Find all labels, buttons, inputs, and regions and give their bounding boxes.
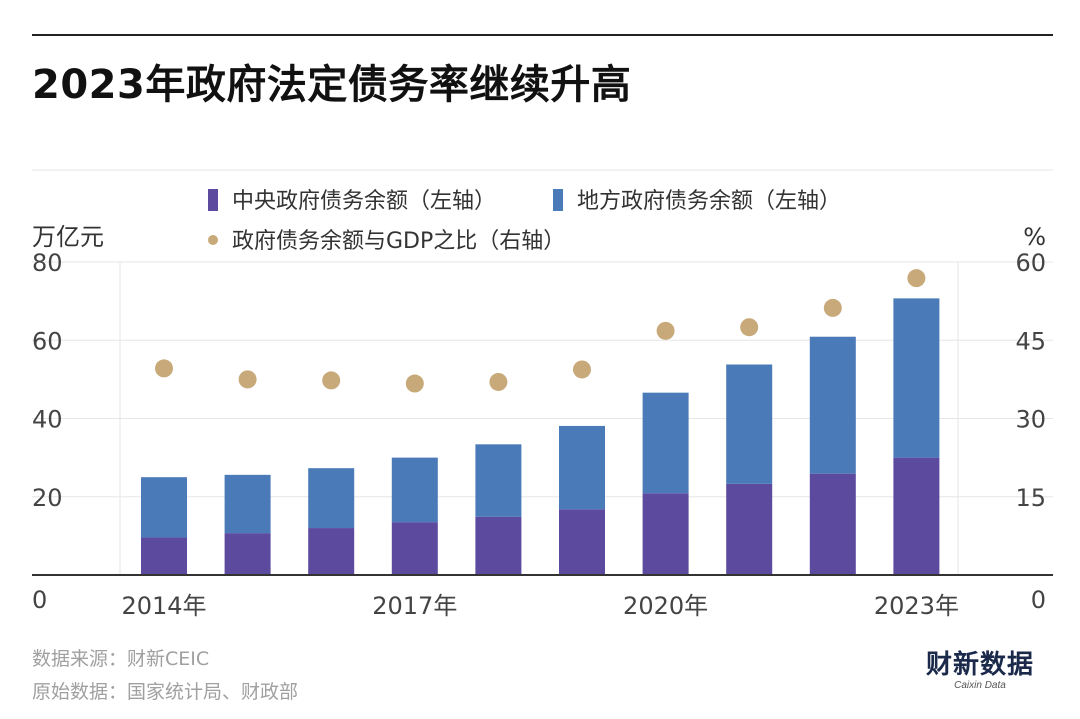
bar-central-2021	[726, 483, 773, 575]
x-tick-label: 2014年	[121, 592, 206, 620]
bar-central-2019	[559, 509, 605, 575]
legend-label-2: 地方政府债务余额（左轴）	[577, 189, 841, 214]
legend-label-1: 中央政府债务余额（左轴）	[232, 189, 496, 214]
right-tick-label: 60	[1015, 249, 1046, 277]
bar-local-2022	[809, 336, 856, 474]
left-axis-unit: 万亿元	[32, 223, 104, 251]
left-tick-label: 60	[32, 327, 63, 355]
ratio-point-2017	[405, 374, 424, 393]
left-tick-label: 40	[32, 406, 63, 434]
bar-local-2020	[642, 392, 689, 494]
x-axis-ticks: 2014年 2017年 2020年 2023年	[121, 592, 958, 620]
legend-swatch-2	[553, 189, 563, 211]
legend-swatch-1	[208, 189, 218, 211]
right-axis-ticks: 0 15 30 45 60	[1015, 249, 1046, 614]
bar-local-2023	[893, 298, 940, 458]
legend-label-3: 政府债务余额与GDP之比（右轴）	[232, 229, 565, 254]
right-tick-label: 30	[1015, 406, 1046, 434]
bar-central-2020	[642, 493, 689, 575]
bar-local-2016	[308, 468, 355, 529]
x-tick-label: 2020年	[623, 592, 708, 620]
grid	[32, 169, 1053, 575]
ratio-point-2018	[489, 372, 508, 391]
bar-central-2022	[809, 473, 856, 575]
bar-local-2014	[141, 477, 187, 538]
right-tick-label: 15	[1015, 484, 1046, 512]
top-rule	[32, 34, 1053, 36]
logo-main-text: 财新数据	[925, 650, 1034, 680]
bar-local-2017	[391, 457, 438, 523]
source-note: 数据来源：财新CEIC	[32, 648, 210, 670]
chart-title: 2023年政府法定债务率继续升高	[32, 62, 632, 108]
raw-data-note: 原始数据：国家统计局、财政部	[32, 681, 299, 703]
left-tick-label: 0	[32, 586, 47, 614]
ratio-point-2020	[656, 321, 675, 340]
bar-central-2023	[893, 457, 940, 575]
bars	[141, 298, 940, 575]
bar-local-2015	[224, 474, 271, 534]
ratio-point-2019	[573, 360, 591, 379]
ratio-point-2021	[740, 318, 759, 337]
right-tick-label: 0	[1031, 586, 1046, 614]
ratio-point-2023	[907, 269, 926, 288]
ratio-point-2022	[823, 298, 842, 317]
bar-local-2019	[559, 425, 605, 510]
left-axis-ticks: 0 20 40 60 80	[32, 249, 63, 614]
bar-local-2018	[475, 444, 522, 517]
bar-central-2015	[224, 533, 271, 575]
right-axis-unit: %	[1023, 223, 1046, 251]
axis-units: 万亿元%	[32, 223, 1046, 251]
x-tick-label: 2023年	[874, 592, 959, 620]
left-tick-label: 20	[32, 484, 63, 512]
logo-sub-text: Caixin Data	[954, 680, 1006, 691]
left-tick-label: 80	[32, 249, 63, 277]
ratio-point-2014	[155, 359, 173, 378]
bar-central-2014	[141, 537, 187, 575]
right-tick-label: 45	[1015, 327, 1046, 355]
x-tick-label: 2017年	[372, 592, 457, 620]
bar-local-2021	[726, 364, 773, 484]
bar-central-2017	[391, 522, 438, 575]
legend-swatch-3	[208, 235, 218, 245]
ratio-point-2015	[238, 370, 257, 389]
ratio-points	[155, 269, 926, 393]
ratio-point-2016	[322, 371, 341, 390]
bar-central-2018	[475, 516, 522, 575]
legend: 中央政府债务余额（左轴） 地方政府债务余额（左轴） 政府债务余额与GDP之比（右轴）	[208, 189, 841, 254]
caixin-data-logo: 财新数据 Caixin Data	[905, 650, 1055, 692]
bar-central-2016	[308, 528, 355, 575]
